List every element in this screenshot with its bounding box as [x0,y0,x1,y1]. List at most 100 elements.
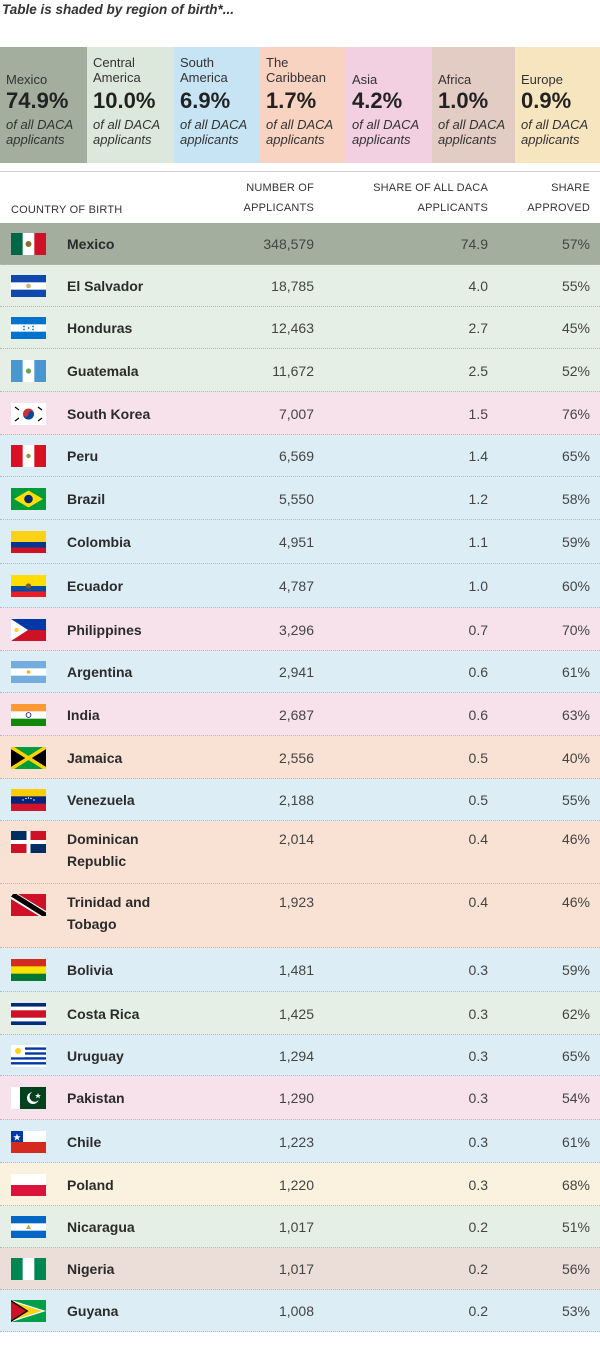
share-of-applicants: 1.2 [468,491,488,507]
header-number-line2: APPLICANTS [243,202,314,214]
share-approved: 40% [561,750,590,766]
legend-africa: Africa 1.0% of all DACA applicants [432,47,515,163]
table-row: Jamaica 2,556 0.5 40% [0,736,600,779]
ecuador-flag-icon [11,575,46,597]
share-approved: 65% [561,1048,590,1064]
jamaica-flag-icon [11,747,46,769]
applicants-count: 2,941 [278,664,314,680]
share-approved: 76% [561,406,590,422]
share-of-applicants: 74.9 [460,236,488,252]
south-korea-flag-icon [11,403,46,425]
share-approved: 56% [561,1261,590,1277]
share-of-applicants: 1.5 [468,406,488,422]
applicants-count: 7,007 [278,406,314,422]
table-row: Bolivia 1,481 0.3 59% [0,948,600,992]
table-row: South Korea 7,007 1.5 76% [0,392,600,435]
applicants-count: 1,290 [278,1090,314,1106]
poland-flag-icon [11,1174,46,1196]
colombia-flag-icon [11,531,46,553]
guyana-flag-icon [11,1300,46,1322]
applicants-count: 1,294 [278,1048,314,1064]
argentina-flag-icon [11,661,46,683]
table-row: Honduras 12,463 2.7 45% [0,307,600,349]
table-row: Venezuela 2,188 0.5 55% [0,779,600,821]
country-name: Dominican Republic [67,831,139,869]
brazil-flag-icon [11,488,46,510]
table-row: Nicaragua 1,017 0.2 51% [0,1206,600,1248]
country-name: Trinidad and Tobago [67,894,151,932]
share-of-applicants: 0.5 [468,750,488,766]
legend-region-note: of all DACA applicants [6,117,73,147]
table-row: Poland 1,220 0.3 68% [0,1163,600,1206]
applicants-count: 2,687 [278,707,314,723]
country-name: Costa Rica [67,1006,140,1022]
country-name: Honduras [67,320,133,336]
philippines-flag-icon [11,619,46,641]
table-row: Costa Rica 1,425 0.3 62% [0,992,600,1035]
header-share-line2: APPLICANTS [417,202,488,214]
share-of-applicants: 0.6 [468,664,488,680]
venezuela-flag-icon [11,789,46,811]
table-title: Table is shaded by region of birth*... [2,2,235,17]
applicants-count: 1,223 [278,1134,314,1150]
table-header: COUNTRY OF BIRTH NUMBER OF APPLICANTS SH… [0,171,600,224]
applicants-count: 11,672 [272,363,314,379]
applicants-count: 1,017 [278,1219,314,1235]
legend-region-percent: 1.7% [266,88,317,113]
share-approved: 46% [561,894,590,910]
legend-central: Central America 10.0% of all DACA applican… [87,47,174,163]
legend-region-name: Central America [93,55,141,85]
table-row: Trinidad and Tobago 1,923 0.4 46% [0,884,600,948]
share-of-applicants: 4.0 [468,278,488,294]
applicants-count: 1,220 [278,1177,314,1193]
share-approved: 46% [561,831,590,847]
dominican-republic-flag-icon [11,831,46,853]
table-row: Chile 1,223 0.3 61% [0,1120,600,1163]
country-name: Poland [67,1177,114,1193]
legend-region-note: of all DACA applicants [521,117,588,147]
country-name: Colombia [67,534,131,550]
country-name: Chile [67,1134,102,1150]
share-approved: 52% [561,363,590,379]
share-of-applicants: 2.7 [468,320,488,336]
legend-region-percent: 4.2% [352,88,403,113]
country-name: Guatemala [67,363,139,379]
mexico-flag-icon [11,233,46,255]
nigeria-flag-icon [11,1258,46,1280]
applicants-count: 6,569 [278,448,314,464]
share-approved: 65% [561,448,590,464]
legend-mexico: Mexico 74.9% of all DACA applicants [0,47,87,163]
share-of-applicants: 0.3 [468,1006,488,1022]
legend-caribbean: The Caribbean 1.7% of all DACA applicants [260,47,346,163]
trinidad-and-tobago-flag-icon [11,894,46,916]
pakistan-flag-icon [11,1087,46,1109]
share-of-applicants: 0.3 [468,1134,488,1150]
legend-south: South America 6.9% of all DACA applicants [174,47,260,163]
share-of-applicants: 0.3 [468,962,488,978]
applicants-count: 12,463 [271,320,314,336]
applicants-count: 1,008 [278,1303,314,1319]
country-name: Brazil [67,491,106,507]
country-name: Nicaragua [67,1219,135,1235]
applicants-count: 1,481 [278,962,314,978]
country-name: India [67,707,100,723]
legend-region-note: of all DACA applicants [438,117,505,147]
country-name: Uruguay [67,1048,124,1064]
country-name: Argentina [67,664,133,680]
share-approved: 59% [561,962,590,978]
legend-region-name: Europe [521,72,563,87]
peru-flag-icon [11,445,46,467]
applicants-count: 1,017 [278,1261,314,1277]
guatemala-flag-icon [11,360,46,382]
share-of-applicants: 1.0 [468,578,488,594]
share-of-applicants: 1.4 [468,448,488,464]
applicants-count: 2,188 [278,792,314,808]
applicants-count: 1,923 [278,894,314,910]
share-approved: 68% [561,1177,590,1193]
country-name: Venezuela [67,792,135,808]
legend-region-name: South America [180,55,228,85]
country-name: Peru [67,448,99,464]
legend-region-percent: 0.9% [521,88,572,113]
share-of-applicants: 0.3 [468,1048,488,1064]
share-of-applicants: 0.5 [468,792,488,808]
